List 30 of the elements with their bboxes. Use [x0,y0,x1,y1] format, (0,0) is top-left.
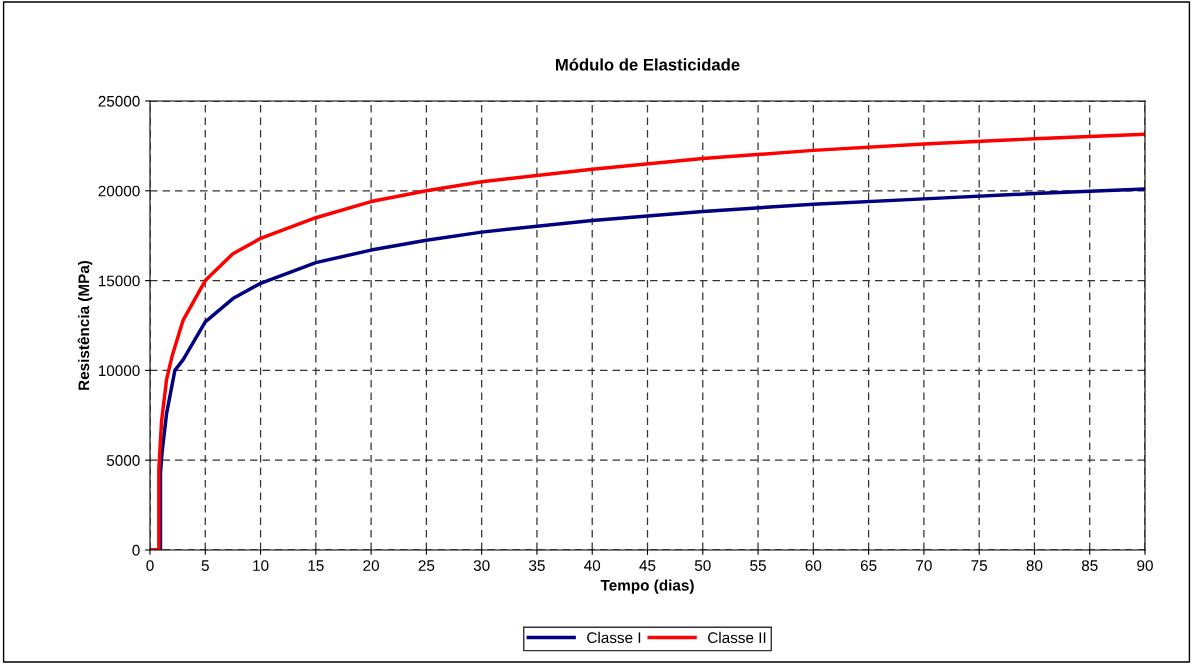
x-tick-label: 30 [473,560,490,571]
x-tick-label: 50 [694,560,711,571]
x-tick-label: 85 [1081,560,1098,571]
x-tick-label: 10 [253,560,269,571]
x-axis-title: Tempo (dias) [600,579,694,594]
x-tick-label: 35 [529,560,545,571]
y-axis-title: Resistência (MPa) [77,260,93,390]
legend-label: Classe II [708,631,766,644]
x-tick-label: 75 [971,560,988,571]
x-tick-label: 70 [916,560,932,571]
y-tick-label: 5000 [106,455,140,466]
x-tick-label: 40 [584,560,601,571]
y-tick-label: 0 [132,544,140,556]
y-tick-label: 20000 [98,185,140,197]
x-tick-label: 65 [860,560,877,571]
y-tick-label: 25000 [98,95,140,107]
x-tick-label: 60 [805,560,822,571]
x-tick-label: 20 [363,560,380,571]
y-tick-label: 15000 [98,275,140,287]
y-tick-label: 10000 [98,365,140,377]
chart-title: Módulo de Elasticidade [556,58,740,71]
x-tick-label: 45 [639,560,656,571]
legend-label: Classe I [587,631,641,644]
x-tick-label: 5 [201,560,209,571]
x-tick-label: 25 [418,560,435,571]
x-tick-label: 15 [308,560,324,571]
x-tick-label: 80 [1026,560,1043,571]
x-tick-label: 55 [750,560,766,571]
x-tick-label: 90 [1137,560,1153,571]
x-tick-label: 0 [146,560,154,571]
